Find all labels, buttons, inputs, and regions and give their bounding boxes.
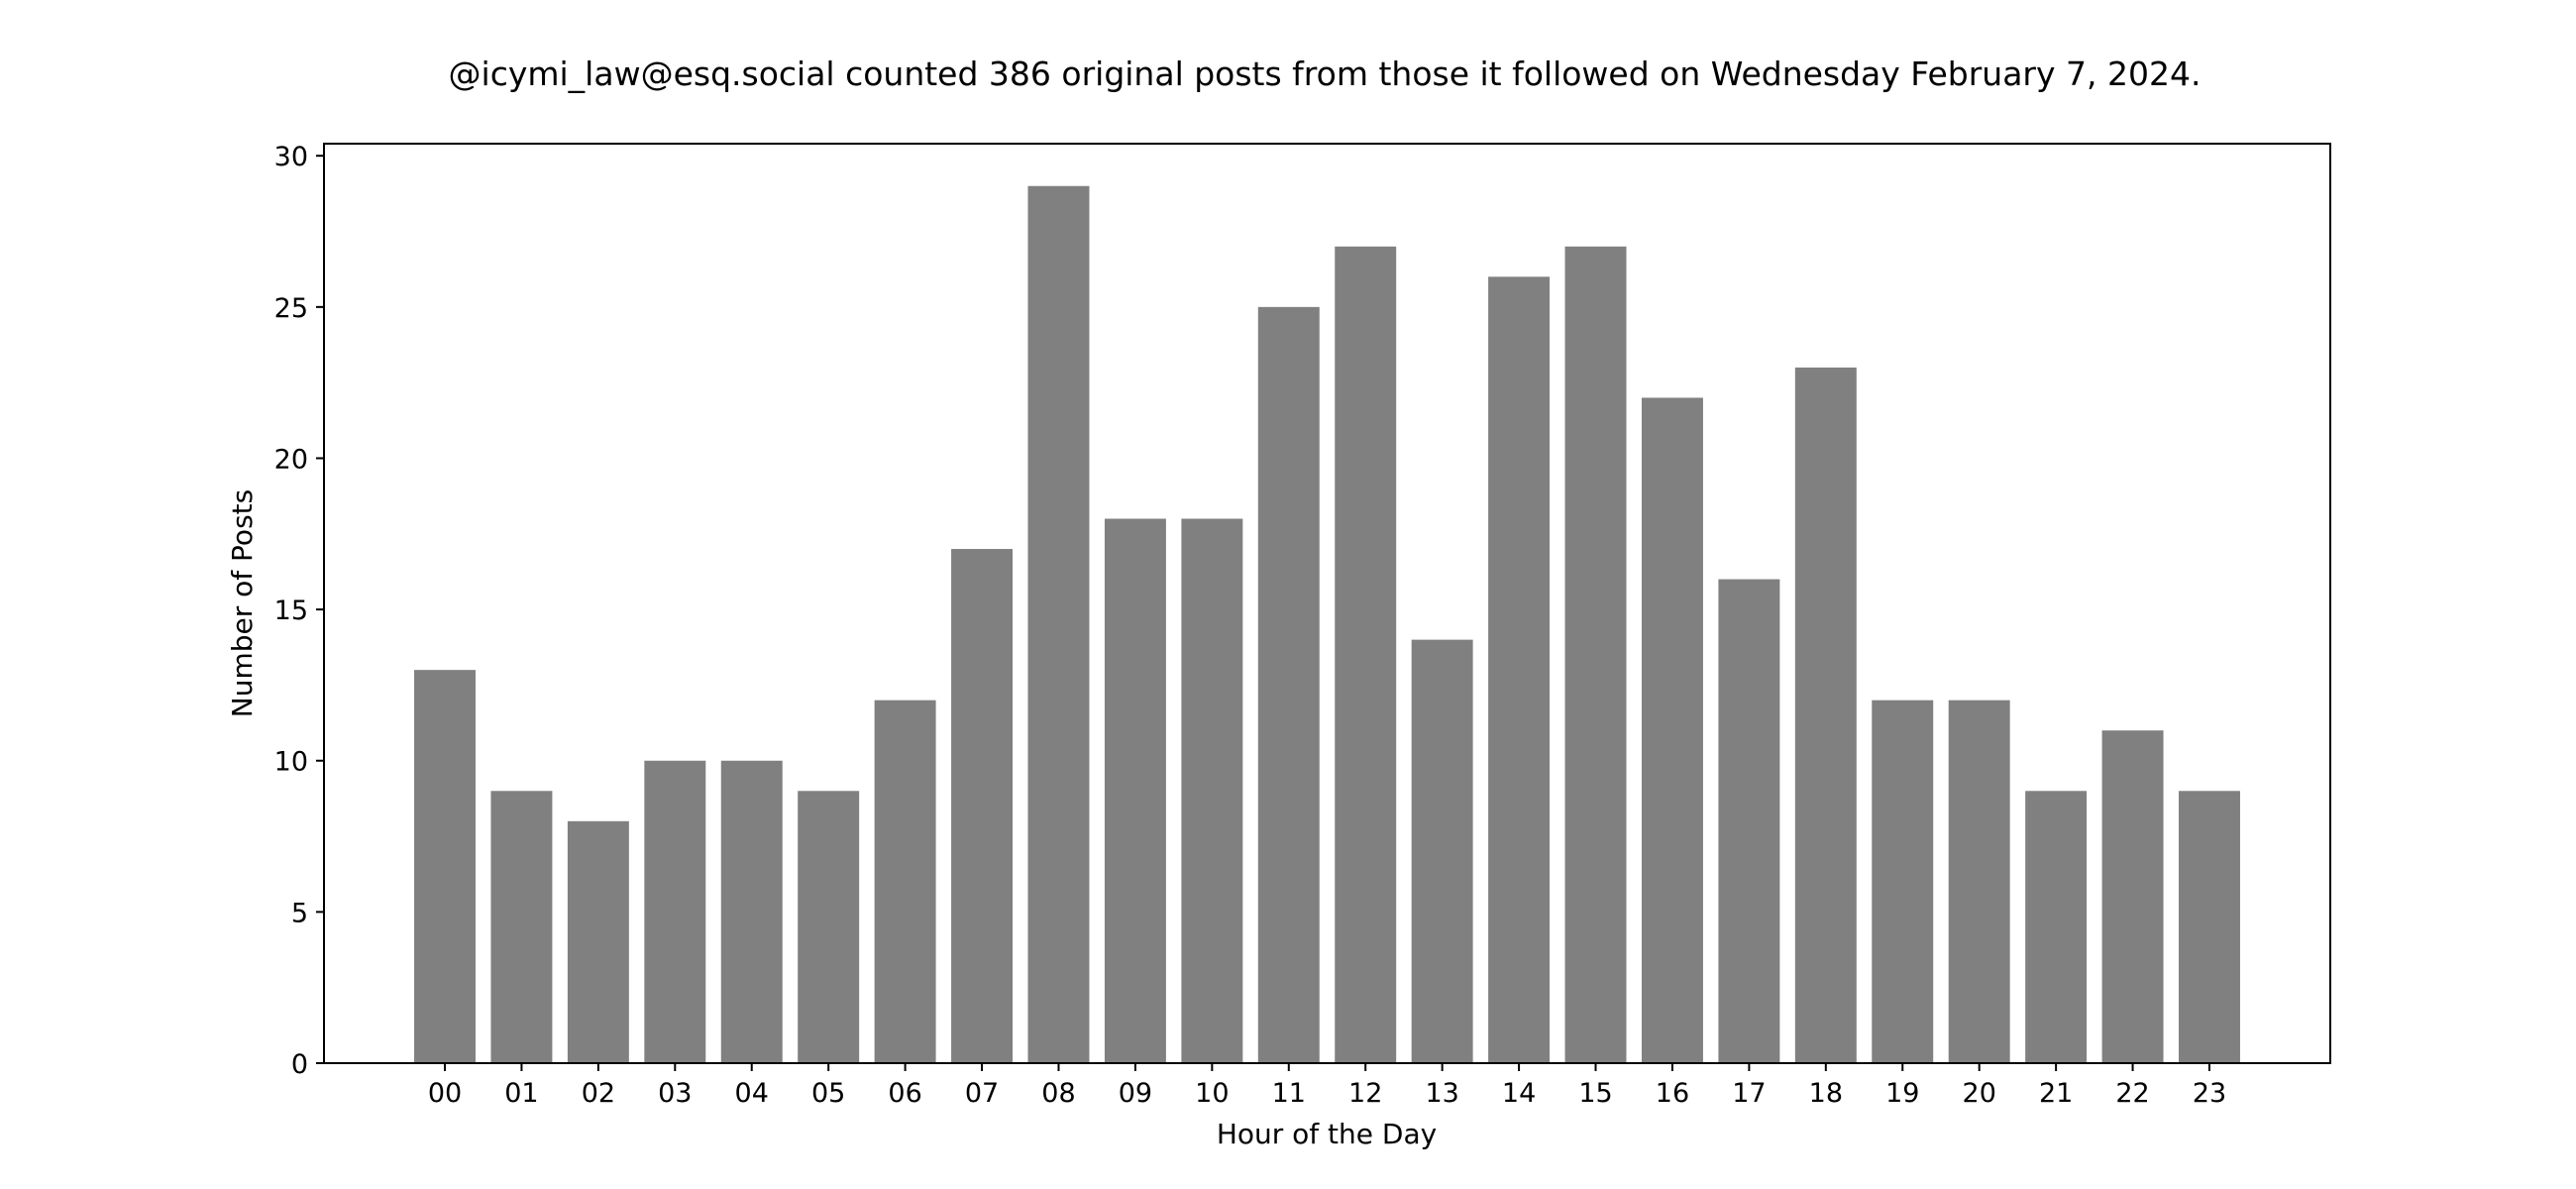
- bar-00: [414, 670, 476, 1063]
- bar-02: [567, 820, 629, 1063]
- x-tick-label: 12: [1348, 1078, 1382, 1109]
- bar-14: [1488, 276, 1551, 1063]
- bar-07: [951, 549, 1014, 1063]
- x-tick-label: 14: [1502, 1078, 1536, 1109]
- x-tick-label: 00: [428, 1078, 462, 1109]
- x-tick-label: 06: [888, 1078, 921, 1109]
- bar-21: [2025, 791, 2088, 1063]
- bar-06: [874, 700, 936, 1063]
- x-tick-label: 23: [2193, 1078, 2226, 1109]
- x-tick-label: 11: [1272, 1078, 1306, 1109]
- bar-11: [1257, 306, 1320, 1063]
- plot-frame: [323, 143, 2331, 1064]
- bar-05: [798, 791, 860, 1063]
- chart-title: @icymi_law@esq.social counted 386 origin…: [449, 54, 2201, 93]
- x-tick-label: 15: [1578, 1078, 1612, 1109]
- x-tick-label: 22: [2115, 1078, 2149, 1109]
- x-tick-label: 21: [2039, 1078, 2073, 1109]
- x-tick-label: 07: [965, 1078, 999, 1109]
- x-tick-label: 10: [1195, 1078, 1229, 1109]
- bar-04: [720, 760, 783, 1063]
- y-tick-label: 25: [274, 293, 308, 324]
- bar-13: [1411, 639, 1473, 1063]
- x-axis-label: Hour of the Day: [1217, 1118, 1437, 1150]
- bar-22: [2101, 730, 2164, 1063]
- bar-03: [644, 760, 706, 1063]
- y-tick-label: 10: [274, 747, 308, 778]
- y-axis-label: Number of Posts: [226, 489, 259, 717]
- y-tick-label: 0: [291, 1049, 308, 1080]
- x-tick-label: 03: [658, 1078, 692, 1109]
- x-tick-label: 04: [735, 1078, 769, 1109]
- y-tick-label: 5: [291, 898, 308, 928]
- x-tick-label: 02: [582, 1078, 615, 1109]
- bar-23: [2179, 791, 2240, 1063]
- y-tick-label: 20: [274, 444, 308, 475]
- bar-18: [1794, 367, 1857, 1063]
- y-tick-label: 30: [274, 142, 308, 172]
- bar-01: [490, 791, 553, 1063]
- x-tick-label: 18: [1809, 1078, 1843, 1109]
- bar-17: [1718, 579, 1780, 1063]
- x-tick-label: 17: [1732, 1078, 1766, 1109]
- x-tick-label: 20: [1963, 1078, 1996, 1109]
- bar-15: [1564, 246, 1627, 1063]
- bar-16: [1641, 397, 1703, 1064]
- x-tick-label: 08: [1041, 1078, 1075, 1109]
- x-tick-label: 01: [504, 1078, 538, 1109]
- x-tick-label: 13: [1425, 1078, 1458, 1109]
- bars-group: [414, 185, 2240, 1064]
- bar-10: [1181, 518, 1243, 1063]
- x-tick-label: 16: [1656, 1078, 1689, 1109]
- x-tick-label: 09: [1119, 1078, 1152, 1109]
- y-tick-label: 15: [274, 595, 308, 626]
- y-axis-ticks: 0 5 10 15 20 25 30: [274, 142, 324, 1080]
- x-tick-label: 19: [1885, 1078, 1919, 1109]
- x-tick-label: 05: [811, 1078, 845, 1109]
- x-axis-ticks: 00 01 02 03 04 05 06 07 08 09 10 11 12 13 14 15 16 17 18 19…: [428, 1063, 2226, 1109]
- bar-19: [1872, 700, 1934, 1063]
- bar-08: [1027, 185, 1090, 1064]
- bar-09: [1104, 518, 1166, 1063]
- bar-12: [1335, 246, 1397, 1063]
- bar-20: [1948, 700, 2010, 1063]
